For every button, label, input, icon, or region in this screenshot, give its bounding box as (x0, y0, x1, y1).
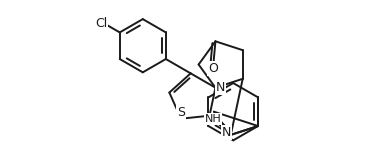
Text: N: N (222, 126, 231, 139)
Text: Cl: Cl (95, 17, 107, 30)
Text: O: O (209, 62, 218, 75)
Text: N: N (216, 81, 225, 94)
Text: NH: NH (205, 114, 222, 124)
Text: S: S (177, 106, 185, 119)
